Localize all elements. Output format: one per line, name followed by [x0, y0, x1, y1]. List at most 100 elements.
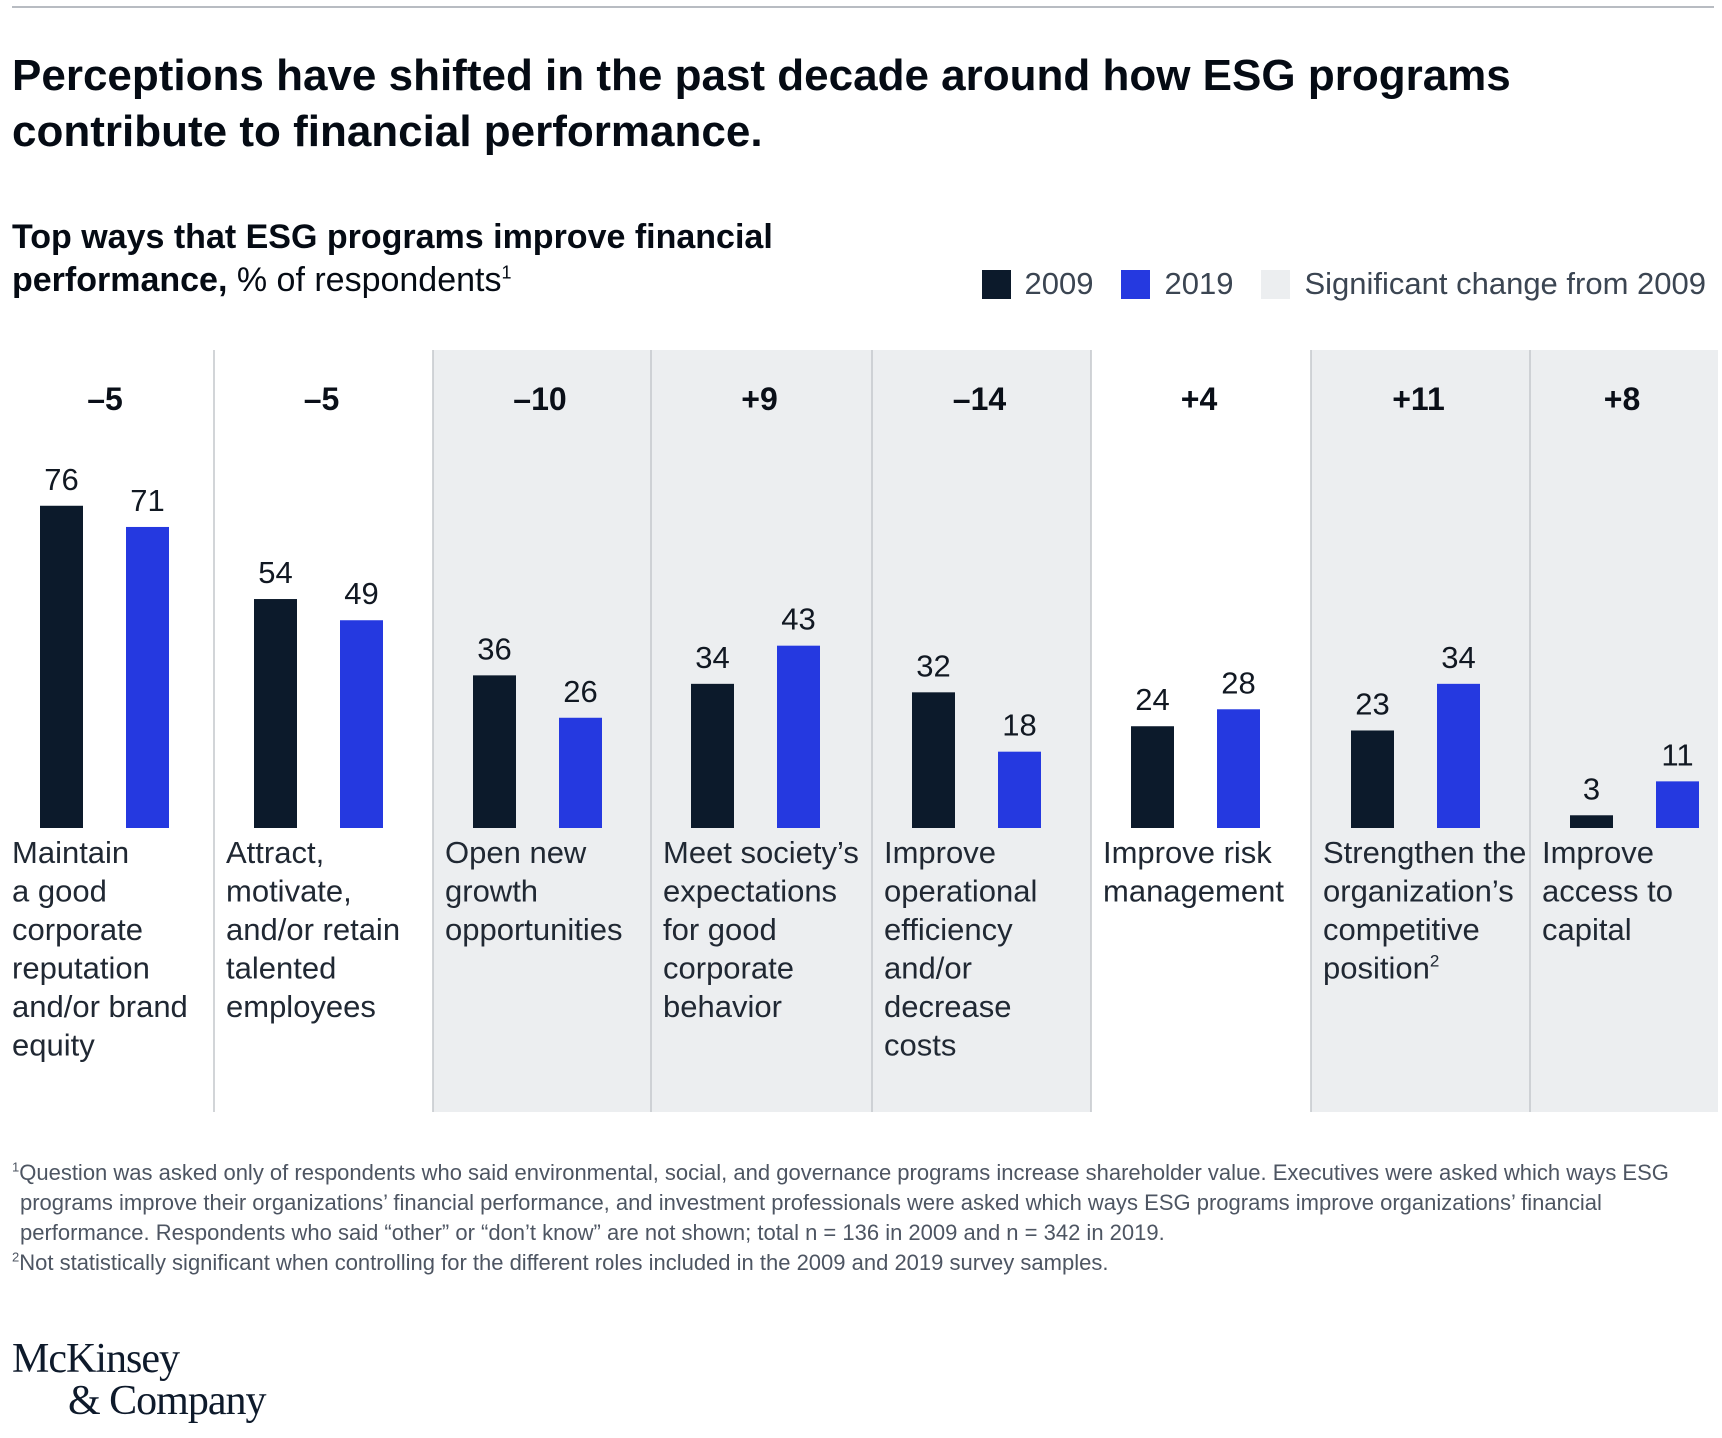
value-label-2019-1: 71: [130, 483, 164, 518]
category-label-line: competitive: [1323, 912, 1480, 947]
value-label-2009-5: 32: [916, 648, 950, 683]
chart-subtitle: Top ways that ESG programs improve finan…: [12, 216, 832, 302]
bar-2019-3: [559, 717, 602, 828]
category-label-line: efficiency: [884, 912, 1013, 947]
category-label-line: organization’s: [1323, 874, 1514, 909]
category-label-line: motivate,: [226, 874, 352, 909]
legend-swatch-significant: [1261, 269, 1291, 299]
legend-label-significant: Significant change from 2009: [1304, 266, 1706, 301]
value-label-2019-3: 26: [563, 674, 597, 709]
category-label-line: expectations: [663, 874, 837, 909]
change-value-8: +8: [1604, 381, 1640, 417]
significant-panel-8: [1530, 350, 1718, 1112]
bar-2019-2: [340, 620, 383, 828]
significant-panel-4: [651, 350, 872, 1112]
value-label-2019-5: 18: [1002, 708, 1036, 743]
significant-panel-5: [872, 350, 1091, 1112]
legend-item-significant: Significant change from 2009: [1261, 266, 1706, 302]
value-label-2019-6: 28: [1221, 665, 1255, 700]
category-label-line: corporate: [663, 951, 794, 986]
legend-item-2009: 2009: [981, 266, 1094, 302]
change-value-5: –14: [953, 381, 1007, 417]
footnote-2: 2Not statistically significant when cont…: [12, 1248, 1702, 1278]
category-label-line: capital: [1542, 912, 1632, 947]
category-label-line: Strengthen the: [1323, 835, 1526, 870]
category-label-line: talented: [226, 951, 336, 986]
category-label-line: Improve: [1542, 835, 1654, 870]
category-label-line: Improve risk: [1103, 835, 1272, 870]
category-label-line: corporate: [12, 912, 143, 947]
category-label-3: Open new growth opportunities: [445, 835, 623, 947]
category-label-line: and/or retain: [226, 912, 400, 947]
category-label-line: access to: [1542, 874, 1673, 909]
value-label-2009-2: 54: [258, 555, 292, 590]
bar-2019-4: [777, 645, 820, 828]
footnote-1-text: Question was asked only of respondents w…: [19, 1160, 1669, 1245]
bar-2009-7: [1351, 730, 1394, 828]
bar-2009-5: [912, 692, 955, 828]
value-label-2009-6: 24: [1135, 682, 1169, 717]
category-label-7: Strengthen the organization’s competitive p…: [1323, 835, 1526, 986]
legend-label-2009: 2009: [1024, 266, 1094, 301]
subtitle-unit: % of respondents: [227, 261, 502, 299]
category-footnote-ref: 2: [1430, 952, 1439, 971]
category-label-line: operational: [884, 874, 1037, 909]
category-label-6: Improve risk management: [1103, 835, 1284, 909]
category-label-line: Open new: [445, 835, 587, 870]
category-label-4: Meet society’s expectations for good corpor…: [663, 835, 859, 1024]
category-label-line: decrease: [884, 989, 1012, 1024]
category-label-line: costs: [884, 1028, 956, 1063]
category-label-line: and/or: [884, 951, 972, 986]
change-value-2: –5: [304, 381, 340, 417]
category-label-line: position: [1323, 951, 1430, 986]
footnote-1-marker: 1: [12, 1159, 20, 1175]
headline: Perceptions have shifted in the past dec…: [12, 51, 1511, 156]
value-label-2019-8: 11: [1661, 737, 1693, 772]
category-label-line: Improve: [884, 835, 996, 870]
change-value-3: –10: [513, 381, 566, 417]
bar-2009-4: [691, 683, 734, 828]
legend-label-2019: 2019: [1164, 266, 1234, 301]
category-label-line: employees: [226, 989, 376, 1024]
bar-2009-8: [1570, 815, 1613, 828]
value-label-2009-4: 34: [695, 640, 729, 675]
mckinsey-logo: McKinsey & Company: [12, 1338, 266, 1422]
bar-2009-2: [254, 599, 297, 828]
category-label-line: growth: [445, 874, 538, 909]
category-label-line: for good: [663, 912, 777, 947]
logo-line-2: & Company: [68, 1378, 266, 1424]
footnote-2-text: Not statistically significant when contr…: [19, 1250, 1109, 1275]
value-label-2009-3: 36: [477, 631, 511, 666]
bar-2019-7: [1437, 683, 1480, 828]
bar-2009-6: [1131, 726, 1174, 828]
category-label-1: Maintain a good corporate reputation and/or …: [12, 835, 188, 1063]
significant-panel-3: [433, 350, 651, 1112]
value-label-2019-2: 49: [344, 576, 378, 611]
legend-item-2019: 2019: [1121, 266, 1233, 302]
legend-swatch-2009: [981, 269, 1011, 299]
category-label-line: and/or brand: [12, 989, 188, 1024]
footnotes: 1Question was asked only of respondents …: [12, 1158, 1702, 1278]
category-label-line: management: [1103, 874, 1284, 909]
category-label-line: opportunities: [445, 912, 623, 947]
change-value-7: +11: [1392, 381, 1445, 417]
legend-swatch-2019: [1121, 269, 1151, 299]
value-label-2009-8: 3: [1583, 771, 1600, 806]
value-label-2009-7: 23: [1355, 686, 1389, 721]
subtitle-footnote-ref: 1: [501, 262, 512, 283]
category-label-line: reputation: [12, 951, 150, 986]
bar-2019-1: [126, 526, 169, 828]
bar-2019-6: [1217, 709, 1260, 828]
bar-2019-5: [998, 751, 1041, 828]
legend: 2009 2019 Significant change from 2009: [954, 266, 1706, 302]
category-label-line: equity: [12, 1028, 95, 1063]
change-value-6: +4: [1181, 381, 1218, 417]
footnote-1: 1Question was asked only of respondents …: [12, 1158, 1702, 1248]
subtitle-bold: Top ways that ESG programs improve finan…: [12, 218, 773, 299]
category-label-5: Improve operational efficiency and/or decrea…: [884, 835, 1037, 1063]
value-label-2019-7: 34: [1441, 640, 1475, 675]
bar-2009-3: [473, 675, 516, 828]
logo-line-1: McKinsey: [12, 1336, 180, 1382]
significant-panel-7: [1311, 350, 1530, 1112]
